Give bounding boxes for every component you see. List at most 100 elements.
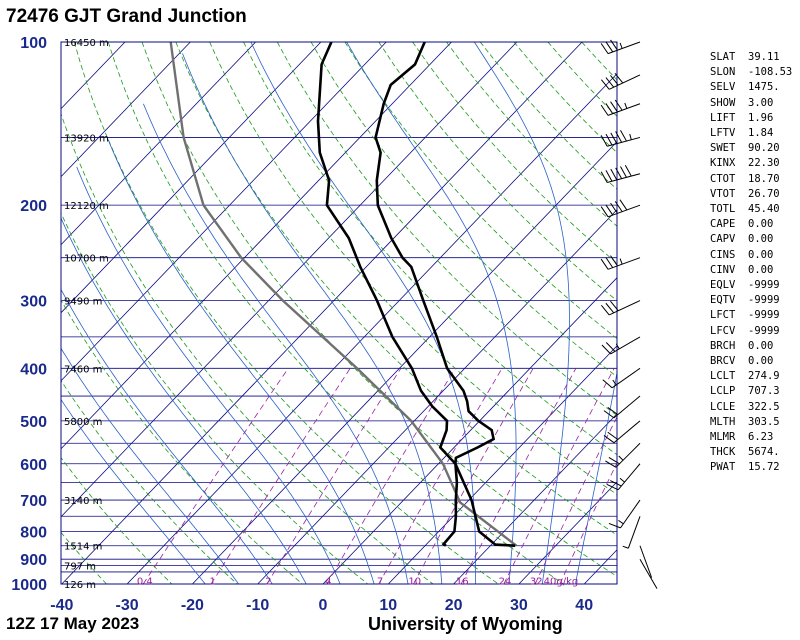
isotherm--90 [61, 42, 256, 246]
dry-adiabat-320 [141, 42, 617, 577]
index-value: 22.30 [748, 157, 780, 170]
height-label: 10700 m [64, 254, 109, 265]
pressure-label-400: 400 [20, 361, 47, 378]
isotherm-0 [322, 277, 617, 584]
index-row-kinx: KINX 22.30 [710, 156, 798, 171]
index-value: 15.72 [748, 461, 780, 474]
pressure-label-600: 600 [20, 457, 47, 474]
pressure-label-300: 300 [20, 294, 47, 311]
index-key: LCLT [710, 370, 736, 383]
index-row-slat: SLAT 39.11 [710, 50, 798, 65]
moist-adiabat--10 [61, 347, 240, 584]
index-key: EQTV [710, 294, 736, 307]
wind-barb [600, 255, 641, 270]
mixing-ratio-line [503, 368, 615, 584]
moist-adiabat-20 [182, 53, 443, 584]
dry-adiabat-280 [61, 212, 369, 584]
moist-adiabat-5 [76, 166, 341, 584]
index-value: 707.3 [748, 385, 780, 398]
index-key: CINS [710, 248, 736, 261]
isotherm--110 [61, 42, 126, 110]
isotherm-10 [388, 345, 617, 584]
index-row-capv: CAPV 0.00 [710, 232, 798, 247]
dry-adiabat-260 [61, 379, 238, 584]
index-value: -108.53 [748, 66, 793, 79]
index-row-cinv: CINV 0.00 [710, 263, 798, 278]
sounding-indices-panel: SLAT 39.11 SLON -108.53 SELV 1475. SHOW 3.00 LIF… [710, 50, 798, 476]
index-key: CAPE [710, 218, 736, 231]
height-label: 797 m [64, 562, 96, 573]
chart-lines [61, 42, 617, 584]
index-row-eqlv: EQLV -9999 [710, 278, 798, 293]
temperature-tick-label: -40 [50, 597, 73, 614]
mixing-ratio-label: 1 [209, 577, 215, 588]
height-label: 1514 m [64, 542, 102, 553]
moist-adiabat-25 [250, 42, 477, 584]
height-label: 126 m [64, 580, 96, 591]
temperature-tick-label: -30 [116, 597, 139, 614]
index-value: 322.5 [748, 400, 780, 413]
chart-title: 72476 GJT Grand Junction [6, 6, 247, 27]
isotherm--60 [61, 42, 452, 450]
wind-barb [600, 164, 641, 184]
mixing-ratio-label: 10 [408, 577, 421, 588]
index-value: 6.23 [748, 431, 774, 444]
index-value: 274.9 [748, 370, 780, 383]
moist-adiabat-40 [574, 370, 617, 584]
mixing-ratio-line [210, 368, 351, 584]
index-value: 1475. [748, 81, 780, 94]
isotherm--50 [61, 42, 518, 518]
pressure-label-500: 500 [20, 414, 47, 431]
mixing-ratio-label: 2 [265, 577, 271, 588]
wind-barb [600, 99, 641, 116]
index-key: LFCV [710, 324, 736, 337]
wind-barb [602, 367, 641, 389]
index-row-brch: BRCH 0.00 [710, 339, 798, 354]
index-key: MLMR [710, 431, 736, 444]
wind-barb [603, 395, 641, 419]
index-key: EQLV [710, 279, 736, 292]
index-key: THCK [710, 446, 736, 459]
index-key: SLAT [710, 51, 736, 63]
mixing-ratio-line [534, 416, 617, 584]
mixing-ratio-label: 16 [456, 577, 469, 588]
index-value: -9999 [748, 279, 780, 292]
index-key: MLTH [710, 415, 736, 428]
index-key: TOTL [710, 203, 736, 216]
index-value: 0.00 [748, 233, 774, 246]
mixing-ratio-label: 24 [499, 577, 512, 588]
moist-adiabat-10 [106, 137, 375, 584]
wind-barb [601, 73, 641, 90]
dry-adiabat-370 [310, 42, 617, 378]
index-value: 45.40 [748, 203, 780, 216]
dry-adiabat-330 [175, 42, 617, 536]
index-row-cape: CAPE 0.00 [710, 217, 798, 232]
index-value: 3.00 [748, 96, 774, 109]
mixing-ratio-label: 7 [377, 577, 383, 588]
index-key: CINV [710, 263, 736, 276]
index-key: LCLP [710, 385, 736, 398]
temperature-tick-label: 20 [445, 597, 463, 614]
wind-barb [600, 39, 641, 55]
index-key: LIFT [710, 111, 736, 124]
index-value: 0.00 [748, 339, 774, 352]
plot-frame [60, 41, 618, 585]
index-row-lift: LIFT 1.96 [710, 111, 798, 126]
wind-barb [601, 336, 641, 355]
temperature-tick-label: -20 [181, 597, 204, 614]
index-value: 39.11 [748, 51, 780, 63]
moist-adiabat-15 [143, 103, 409, 584]
index-row-totl: TOTL 45.40 [710, 202, 798, 217]
index-value: -9999 [748, 324, 780, 337]
dewpoint-profile [374, 42, 496, 547]
height-label: 7460 m [64, 364, 102, 375]
mixing-ratio-line [266, 368, 402, 584]
index-key: CTOT [710, 172, 736, 185]
parcel-path [169, 42, 518, 547]
index-key: CAPV [710, 233, 736, 246]
index-row-lclp: LCLP 707.3 [710, 384, 798, 399]
index-value: -9999 [748, 309, 780, 322]
index-key: LFCT [710, 309, 736, 322]
index-row-brcv: BRCV 0.00 [710, 354, 798, 369]
